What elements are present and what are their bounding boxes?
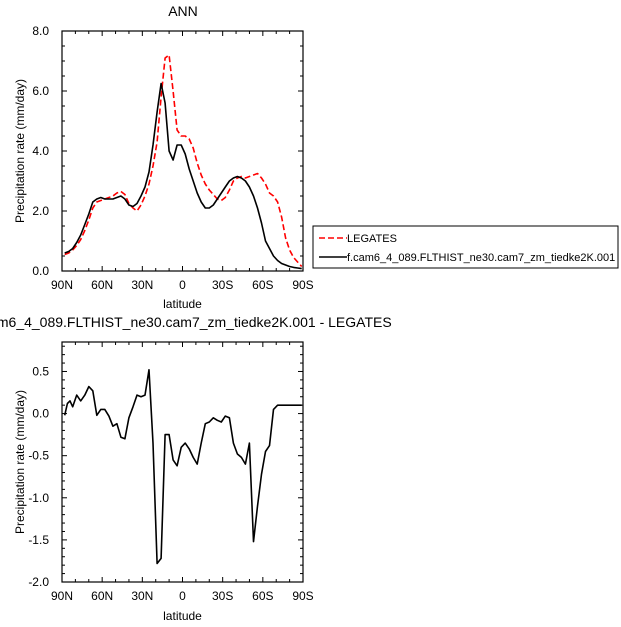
y-tick-label: 4.0 bbox=[32, 144, 49, 158]
x-axis-label: latitude bbox=[163, 609, 202, 623]
legend-entry: f.cam6_4_089.FLTHIST_ne30.cam7_zm_tiedke… bbox=[347, 252, 615, 264]
x-tick-label: 30S bbox=[212, 589, 233, 603]
y-axis-label: Precipitation rate (mm/day) bbox=[13, 390, 27, 534]
legend-box bbox=[312, 225, 619, 269]
y-tick-label: 0.5 bbox=[32, 364, 49, 378]
x-tick-label: 60N bbox=[91, 589, 113, 603]
y-axis-label: Precipitation rate (mm/day) bbox=[13, 79, 27, 223]
y-tick-label: -2.0 bbox=[28, 575, 49, 589]
plot-frame bbox=[61, 30, 304, 272]
series-line-2 bbox=[64, 82, 302, 270]
x-tick-label: 30N bbox=[131, 278, 153, 292]
legend: LEGATES f.cam6_4_089.FLTHIST_ne30.cam7_zm… bbox=[312, 225, 619, 269]
x-tick-label: 30N bbox=[131, 589, 153, 603]
x-tick-label: 90S bbox=[292, 278, 313, 292]
y-tick-label: 6.0 bbox=[32, 84, 49, 98]
chart-panel-2: f.cam6_4_089.FLTHIST_ne30.cam7_zm_tiedke… bbox=[0, 314, 392, 623]
x-tick-label: 90N bbox=[51, 278, 73, 292]
x-tick-label: 30S bbox=[212, 278, 233, 292]
x-axis-label: latitude bbox=[163, 297, 202, 311]
chart-panel-1: ANN 90N 60N 30N 0 30S 60S 90S 0.0 2.0 4.0 6.0 8.0 lat… bbox=[13, 3, 619, 311]
legend-entry: LEGATES bbox=[347, 233, 397, 245]
y-tick-label: -0.5 bbox=[28, 449, 49, 463]
y-tick-label: 0.0 bbox=[32, 264, 49, 278]
y-tick-label: 8.0 bbox=[32, 24, 49, 38]
y-tick-label: -1.0 bbox=[28, 491, 49, 505]
x-tick-label: 0 bbox=[179, 589, 186, 603]
chart-title: ANN bbox=[168, 3, 198, 19]
x-tick-label: 60S bbox=[252, 278, 273, 292]
y-tick-label: 2.0 bbox=[32, 204, 49, 218]
x-tick-label: 0 bbox=[179, 278, 186, 292]
y-tick-label: -1.5 bbox=[28, 533, 49, 547]
x-tick-label: 60S bbox=[252, 589, 273, 603]
x-tick-label: 90N bbox=[51, 589, 73, 603]
y-tick-label: 0.0 bbox=[32, 407, 49, 421]
chart-title: f.cam6_4_089.FLTHIST_ne30.cam7_zm_tiedke… bbox=[0, 314, 392, 330]
series-line-1 bbox=[64, 54, 303, 268]
x-tick-label: 90S bbox=[292, 589, 313, 603]
x-tick-label: 60N bbox=[91, 278, 113, 292]
series-line-1 bbox=[63, 368, 302, 565]
plot-frame bbox=[61, 341, 304, 583]
